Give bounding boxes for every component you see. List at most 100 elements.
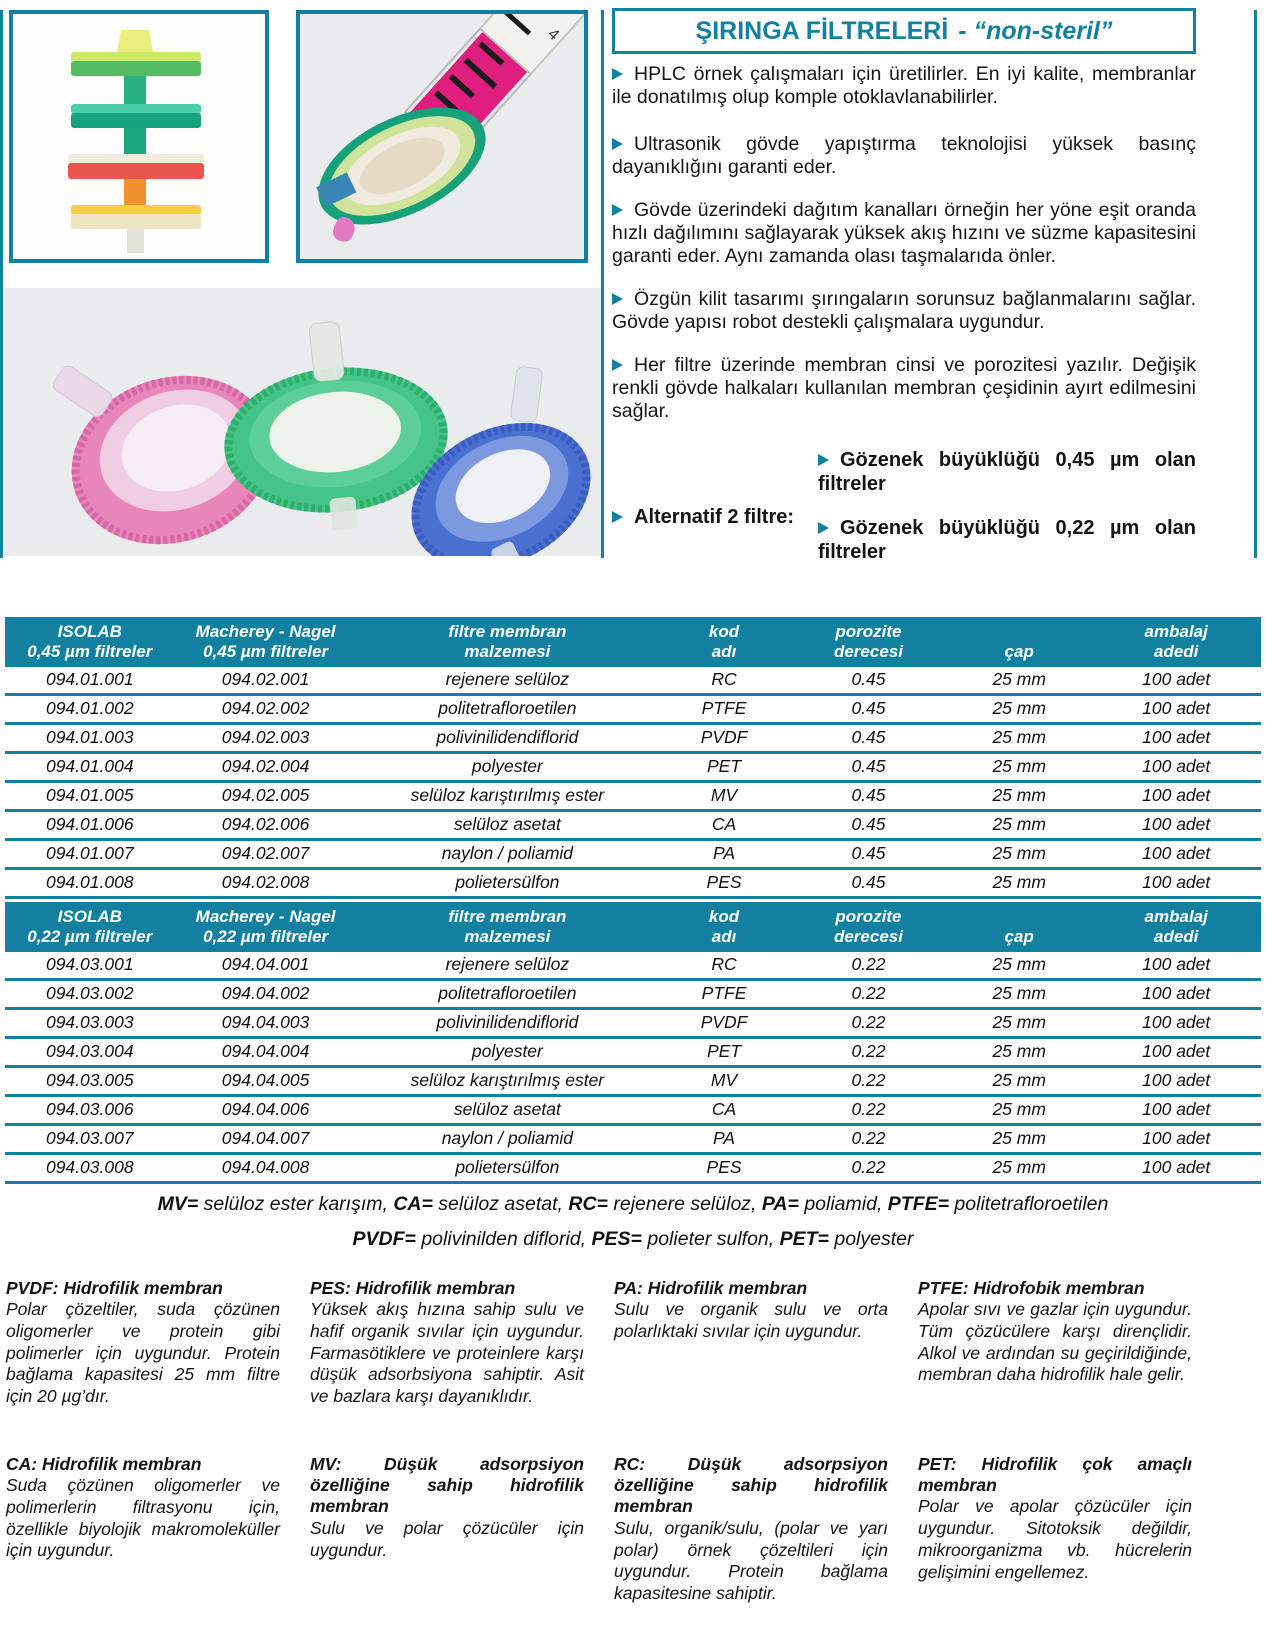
membrane-body: Polar çözeltiler, suda çözünen oligomerl… <box>6 1299 280 1407</box>
table-cell: 0.22 <box>789 1037 947 1067</box>
alternatif-options: Gözenek büyüklüğü 0,45 µm olan filtreler… <box>818 448 1196 584</box>
table-cell: politetrafloroetilen <box>356 694 659 724</box>
table-row: 094.03.008 094.04.008 polietersülfon PES 0.2… <box>5 1153 1261 1183</box>
table-cell: 094.04.008 <box>174 1153 357 1183</box>
table-cell: CA <box>658 810 790 840</box>
membrane-body: Yüksek akış hızına sahip sulu ve hafif o… <box>310 1299 584 1407</box>
legend-key: PET= <box>779 1228 829 1250</box>
table-cell: naylon / poliamid <box>356 839 659 869</box>
legend-value: polivinilden diflorid, <box>415 1228 592 1250</box>
arrow-icon <box>612 204 623 216</box>
table-cell: 0.22 <box>789 1008 947 1038</box>
table-cell: 0.22 <box>789 952 947 980</box>
table-row: 094.03.005 094.04.005 selüloz karıştırılmı… <box>5 1066 1261 1096</box>
column-header: porozite derecesi <box>789 617 947 668</box>
column-header: ISOLAB 0,45 µm filtreler <box>5 617 175 668</box>
table-body: 094.01.001 094.02.001 rejenere selüloz RC 0.… <box>5 667 1261 898</box>
legend-value: selüloz ester karışım, <box>198 1193 394 1215</box>
intro-bullet-text: Gövde üzerindeki dağıtım kanalları örneğ… <box>612 199 1196 267</box>
table-cell: 100 adet <box>1091 839 1261 869</box>
table-cell: polyester <box>356 752 659 782</box>
legend-key: PTFE= <box>887 1193 950 1215</box>
table-cell: 094.03.006 <box>5 1095 175 1125</box>
table-cell: 0.45 <box>789 868 947 898</box>
membrane-block-mv: MV: Düşük adsorpsiyon özelliğine sahip h… <box>310 1454 584 1605</box>
membrane-body: Sulu ve organik sulu ve orta polarlıktak… <box>614 1299 888 1342</box>
table-cell: 100 adet <box>1091 781 1261 811</box>
table-cell: selüloz karıştırılmış ester <box>356 1066 659 1096</box>
intro-bullet-text: Ultrasonik gövde yapıştırma teknolojisi … <box>612 133 1196 178</box>
table-cell: PA <box>658 839 790 869</box>
table-row: 094.01.006 094.02.006 selüloz asetat CA 0.45… <box>5 810 1261 840</box>
page-title-suffix: - “non-steril” <box>958 16 1113 45</box>
table-cell: 094.02.003 <box>174 723 357 753</box>
stacked-filters-illustration <box>68 30 204 253</box>
membrane-block-ca: CA: Hidrofilik membran Suda çözünen oligo… <box>6 1454 280 1605</box>
table-row: 094.03.001 094.04.001 rejenere selüloz RC 0.… <box>5 952 1261 980</box>
table-cell: 094.02.004 <box>174 752 357 782</box>
arrow-icon <box>818 522 829 534</box>
intro-bullet: Her filtre üzerinde membran cinsi ve por… <box>612 354 1196 423</box>
abbreviation-legend-line2: PVDF= polivinilden diflorid, PES= poliet… <box>40 1228 1226 1251</box>
table-cell: 094.04.002 <box>174 979 357 1009</box>
table-cell: naylon / poliamid <box>356 1124 659 1154</box>
table-cell: 094.03.007 <box>5 1124 175 1154</box>
membrane-title: PET: Hidrofilik çok amaçlı membran <box>918 1453 1192 1496</box>
table-row: 094.01.005 094.02.005 selüloz karıştırılmı… <box>5 781 1261 811</box>
alternatif-label: Alternatif 2 filtre: <box>612 506 822 529</box>
table-cell: 100 adet <box>1091 752 1261 782</box>
table-cell: 100 adet <box>1091 1153 1261 1183</box>
membrane-block-ptfe: PTFE: Hidrofobik membran Apolar sıvı ve g… <box>918 1278 1192 1408</box>
table-cell: RC <box>658 952 790 980</box>
table-row: 094.03.006 094.04.006 selüloz asetat CA 0.22… <box>5 1095 1261 1125</box>
table-cell: 25 mm <box>946 752 1092 782</box>
intro-bullet: Gövde üzerindeki dağıtım kanalları örneğ… <box>612 199 1196 268</box>
legend-value: rejenere selüloz, <box>607 1193 762 1215</box>
table-cell: 25 mm <box>946 952 1092 980</box>
table-cell: 100 adet <box>1091 1095 1261 1125</box>
filters-group-illustration <box>53 321 591 556</box>
table-cell: PVDF <box>658 1008 790 1038</box>
filters-045-table: ISOLAB 0,45 µm filtreler Macherey - Nagel 0… <box>5 617 1261 899</box>
table-cell: 094.03.005 <box>5 1066 175 1096</box>
table-cell: 094.02.007 <box>174 839 357 869</box>
table-cell: 25 mm <box>946 1124 1092 1154</box>
table-cell: PA <box>658 1124 790 1154</box>
legend-key: RC= <box>568 1193 608 1215</box>
membrane-body: Sulu ve polar çözücüler için uygundur. <box>310 1517 584 1560</box>
column-header: ambalaj adedi <box>1091 617 1261 668</box>
table-cell: 094.02.006 <box>174 810 357 840</box>
table-cell: 100 adet <box>1091 952 1261 980</box>
intro-bullet-text: Her filtre üzerinde membran cinsi ve por… <box>612 354 1196 422</box>
table-row: 094.01.002 094.02.002 politetrafloroetilen… <box>5 694 1261 724</box>
membrane-block-pet: PET: Hidrofilik çok amaçlı membran Polar … <box>918 1454 1192 1605</box>
table-cell: 094.04.001 <box>174 952 357 980</box>
table-cell: 094.01.008 <box>5 868 175 898</box>
column-header: Macherey - Nagel 0,22 µm filtreler <box>174 902 357 953</box>
membrane-title: PTFE: Hidrofobik membran <box>918 1278 1145 1298</box>
table-cell: 094.01.003 <box>5 723 175 753</box>
table-cell: PES <box>658 1153 790 1183</box>
table-header: ISOLAB 0,22 µm filtreler Macherey - Nagel 0… <box>5 902 1261 953</box>
table-cell: 100 adet <box>1091 1008 1261 1038</box>
table-cell: polyester <box>356 1037 659 1067</box>
table-cell: 100 adet <box>1091 979 1261 1009</box>
table-cell: 0.22 <box>789 1066 947 1096</box>
membrane-block-rc: RC: Düşük adsorpsiyon özelliğine sahip h… <box>614 1454 888 1605</box>
table-cell: PET <box>658 752 790 782</box>
table-cell: 094.01.006 <box>5 810 175 840</box>
table-cell: 25 mm <box>946 1153 1092 1183</box>
legend-value: selüloz asetat, <box>432 1193 569 1215</box>
table-cell: 094.02.002 <box>174 694 357 724</box>
table-cell: PVDF <box>658 723 790 753</box>
alternatif-option: Gözenek büyüklüğü 0,22 µm olan filtreler <box>818 516 1196 564</box>
alternatif-option-text: Gözenek büyüklüğü 0,22 µm olan filtreler <box>818 517 1196 563</box>
table-cell: 094.04.006 <box>174 1095 357 1125</box>
table-cell: selüloz karıştırılmış ester <box>356 781 659 811</box>
arrow-icon <box>612 511 623 523</box>
table-cell: 094.04.003 <box>174 1008 357 1038</box>
membrane-title: RC: Düşük adsorpsiyon özelliğine sahip h… <box>614 1453 888 1517</box>
table-cell: 25 mm <box>946 723 1092 753</box>
column-header: kod adı <box>658 902 790 953</box>
